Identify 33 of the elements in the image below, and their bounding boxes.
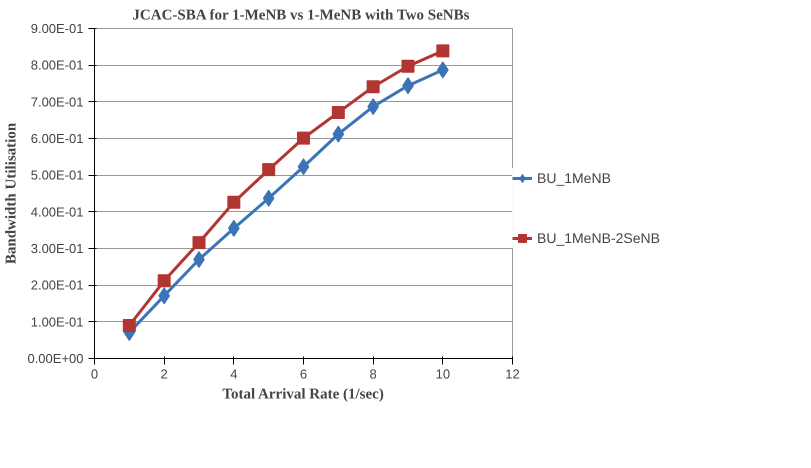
y-tick-label: 0.00E+00 (27, 351, 84, 366)
x-tick-label: 0 (90, 366, 98, 382)
x-tick-label: 6 (300, 366, 308, 382)
y-tick-label: 3.00E-01 (30, 241, 84, 256)
point (227, 196, 240, 209)
y-tick-label: 1.00E-01 (30, 314, 84, 330)
point (158, 274, 171, 288)
point (436, 44, 450, 58)
x-tick-label: 10 (436, 366, 450, 382)
y-tick-label: 7.00E-01 (30, 94, 84, 110)
y-tick-label: 2.00E-01 (30, 278, 84, 293)
point (366, 80, 380, 94)
x-tick-label: 2 (160, 366, 168, 382)
point (402, 60, 414, 73)
x-axis-title: Total Arrival Rate (1/sec) (222, 386, 384, 402)
point (297, 132, 310, 145)
point (122, 319, 136, 332)
x-tick-label: 12 (505, 366, 520, 382)
point (192, 236, 206, 250)
y-tick-label: 8.00E-01 (30, 58, 84, 73)
x-tick-label: 4 (230, 366, 238, 382)
point (193, 251, 205, 268)
point (332, 106, 345, 119)
x-tick-label: 8 (370, 366, 377, 382)
point (262, 163, 276, 176)
y-tick-label: 9.00E-01 (30, 21, 84, 36)
y-tick-label: 5.00E-01 (30, 168, 84, 183)
y-tick-label: 6.00E-01 (30, 131, 84, 146)
legend-label: BU_1MeNB-2SeNB (537, 230, 660, 246)
chart-title: JCAC-SBA for 1-MeNB vs 1-MeNB with Two SeNBs (132, 8, 470, 24)
y-tick-label: 4.00E-01 (30, 204, 84, 220)
legend-label: BU_1MeNB (537, 170, 611, 186)
y-axis-title: Bandwidth Utilisation (3, 122, 20, 264)
